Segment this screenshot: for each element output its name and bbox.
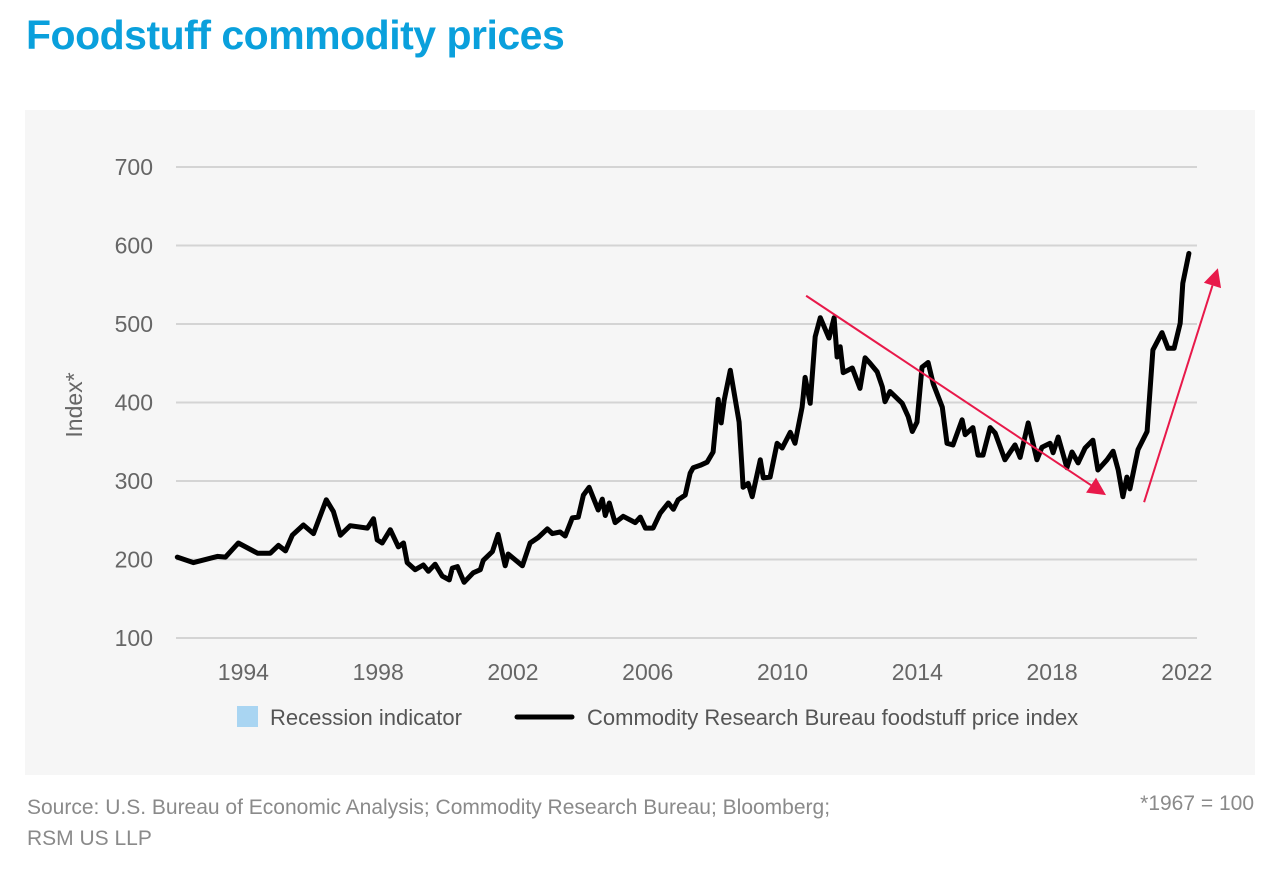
legend: Recession indicator Commodity Research B… <box>237 705 1078 730</box>
trend-arrow-head <box>1203 268 1222 289</box>
x-tick-label: 1998 <box>353 659 404 685</box>
gridlines <box>176 166 1197 639</box>
y-tick-labels: 100 200 300 400 500 600 700 <box>115 154 153 651</box>
x-tick-label: 2018 <box>1027 659 1078 685</box>
legend-index-label: Commodity Research Bureau foodstuff pric… <box>587 705 1078 730</box>
x-tick-label: 2022 <box>1161 659 1212 685</box>
y-tick-label: 400 <box>115 390 153 416</box>
y-tick-label: 100 <box>115 625 153 651</box>
x-tick-labels: 1994 1998 2002 2006 2010 2014 2018 2022 <box>218 659 1213 685</box>
trend-arrow-head <box>1086 477 1107 496</box>
x-tick-label: 2014 <box>892 659 943 685</box>
legend-recession-swatch <box>237 706 258 727</box>
trend-arrow-line <box>805 294 1092 486</box>
series-layer <box>174 250 1192 585</box>
x-tick-label: 2002 <box>487 659 538 685</box>
x-tick-label: 2006 <box>622 659 673 685</box>
y-axis-label: Index* <box>61 372 87 437</box>
x-tick-label: 1994 <box>218 659 269 685</box>
legend-recession-label: Recession indicator <box>270 705 462 730</box>
y-tick-label: 700 <box>115 154 153 180</box>
index-base-note: *1967 = 100 <box>1140 792 1254 815</box>
annotations-layer <box>805 268 1222 503</box>
y-tick-label: 500 <box>115 311 153 337</box>
chart-title: Foodstuff commodity prices <box>26 12 565 58</box>
y-tick-label: 600 <box>115 233 153 259</box>
series-line <box>174 250 1192 585</box>
y-tick-label: 200 <box>115 547 153 573</box>
source-note: Source: U.S. Bureau of Economic Analysis… <box>27 796 831 850</box>
y-tick-label: 300 <box>115 468 153 494</box>
x-tick-label: 2010 <box>757 659 808 685</box>
trend-arrow-line <box>1143 285 1214 503</box>
